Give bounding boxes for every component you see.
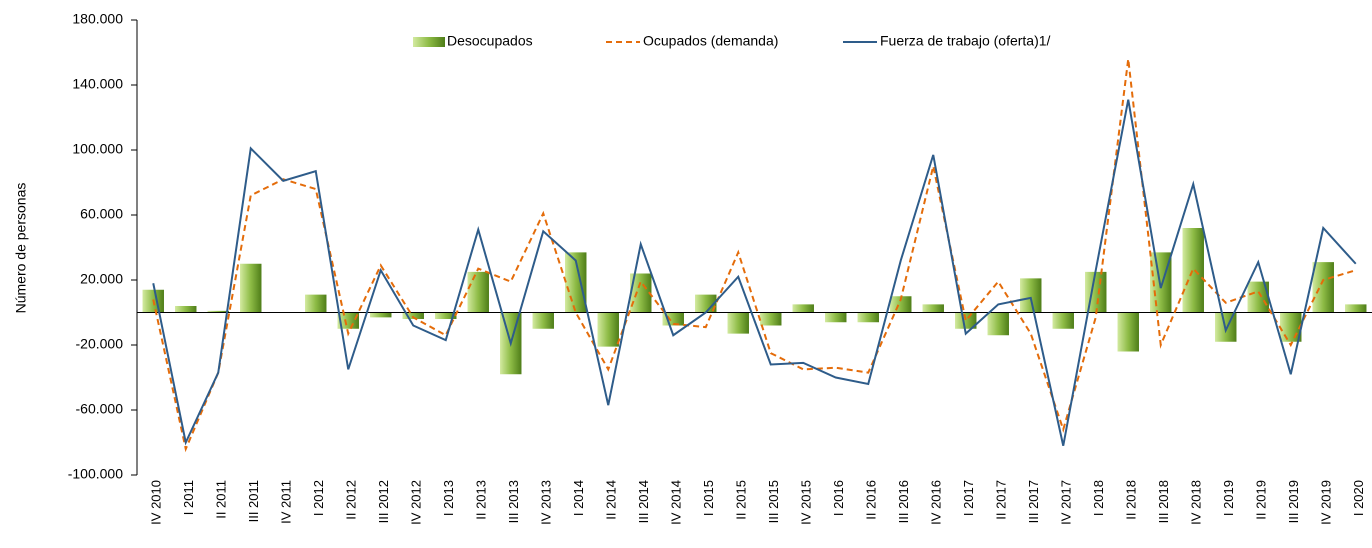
bar — [1117, 312, 1139, 352]
x-tick-label: III 2011 — [246, 480, 261, 522]
y-tick-label: 20.000 — [80, 271, 123, 287]
bar — [727, 312, 749, 334]
bar — [240, 263, 262, 313]
x-tick-label: II 2014 — [604, 480, 619, 520]
x-tick-label: II 2016 — [864, 480, 879, 520]
bar — [467, 271, 489, 313]
y-tick-label: 140.000 — [72, 76, 123, 92]
legend-label: Ocupados (demanda) — [643, 33, 778, 49]
x-tick-label: IV 2012 — [409, 480, 424, 525]
bar — [760, 312, 782, 326]
x-tick-label: I 2013 — [441, 480, 456, 516]
x-tick-label: II 2019 — [1254, 480, 1269, 520]
y-tick-label: -100.000 — [68, 466, 123, 482]
bar — [597, 312, 619, 347]
bar — [435, 312, 457, 319]
bar — [1345, 304, 1367, 313]
x-tick-label: I 2014 — [571, 480, 586, 516]
x-tick-label: I 2018 — [1091, 480, 1106, 516]
x-tick-label: II 2015 — [734, 480, 749, 520]
bar — [987, 312, 1009, 336]
bar — [792, 304, 814, 313]
x-tick-label: IV 2016 — [929, 480, 944, 525]
x-tick-label: IV 2015 — [799, 480, 814, 525]
x-tick-label: II 2018 — [1124, 480, 1139, 520]
line — [152, 58, 1357, 453]
x-tick-label: III 2017 — [1026, 480, 1041, 523]
x-tick-label: IV 2013 — [539, 480, 554, 525]
bar — [857, 312, 879, 323]
y-tick-label: -20.000 — [76, 336, 124, 352]
y-tick-label: 100.000 — [72, 141, 123, 157]
bar — [175, 306, 197, 313]
x-tick-label: IV 2014 — [669, 480, 684, 525]
bar — [890, 296, 912, 313]
line — [152, 99, 1357, 446]
bar — [1052, 312, 1074, 329]
legend-label: Fuerza de trabajo (oferta)1/ — [880, 33, 1051, 49]
y-tick-label: 60.000 — [80, 206, 123, 222]
x-tick-label: III 2016 — [896, 480, 911, 523]
x-tick-label: I 2019 — [1221, 480, 1236, 516]
x-tick-label: I 2017 — [961, 480, 976, 516]
x-tick-label: III 2012 — [376, 480, 391, 523]
x-tick-label: III 2015 — [766, 480, 781, 523]
bar — [922, 304, 944, 313]
x-tick-label: IV 2017 — [1059, 480, 1074, 525]
bar — [825, 312, 847, 323]
bar — [1312, 262, 1334, 313]
x-tick-label: III 2019 — [1286, 480, 1301, 523]
x-tick-label: IV 2019 — [1319, 480, 1334, 525]
bar — [1182, 228, 1204, 313]
bar — [1020, 278, 1042, 313]
x-tick-label: IV 2018 — [1189, 480, 1204, 525]
x-tick-label: II 2012 — [344, 480, 359, 520]
bar — [370, 312, 392, 318]
bar — [630, 273, 652, 313]
x-tick-label: III 2018 — [1156, 480, 1171, 523]
x-tick-label: I 2020 — [1351, 480, 1366, 516]
x-tick-label: III 2014 — [636, 480, 651, 523]
bar — [532, 312, 554, 329]
x-tick-label: II 2013 — [474, 480, 489, 520]
y-axis-label: Número de personas — [13, 183, 29, 314]
bar — [1247, 281, 1269, 313]
x-tick-label: I 2015 — [701, 480, 716, 516]
x-tick-label: II 2017 — [994, 480, 1009, 520]
x-tick-label: I 2012 — [311, 480, 326, 516]
legend-label: Desocupados — [447, 33, 533, 49]
y-tick-label: -60.000 — [76, 401, 124, 417]
bar — [207, 310, 229, 313]
bar — [305, 294, 327, 313]
x-tick-label: I 2016 — [831, 480, 846, 516]
x-tick-label: III 2013 — [506, 480, 521, 523]
x-tick-label: I 2011 — [181, 480, 196, 515]
y-tick-label: 180.000 — [72, 11, 123, 27]
x-tick-label: IV 2010 — [149, 480, 164, 525]
legend-swatch — [413, 37, 445, 47]
x-tick-label: II 2011 — [214, 480, 229, 519]
x-tick-label: IV 2011 — [279, 480, 294, 524]
bar — [955, 312, 977, 329]
